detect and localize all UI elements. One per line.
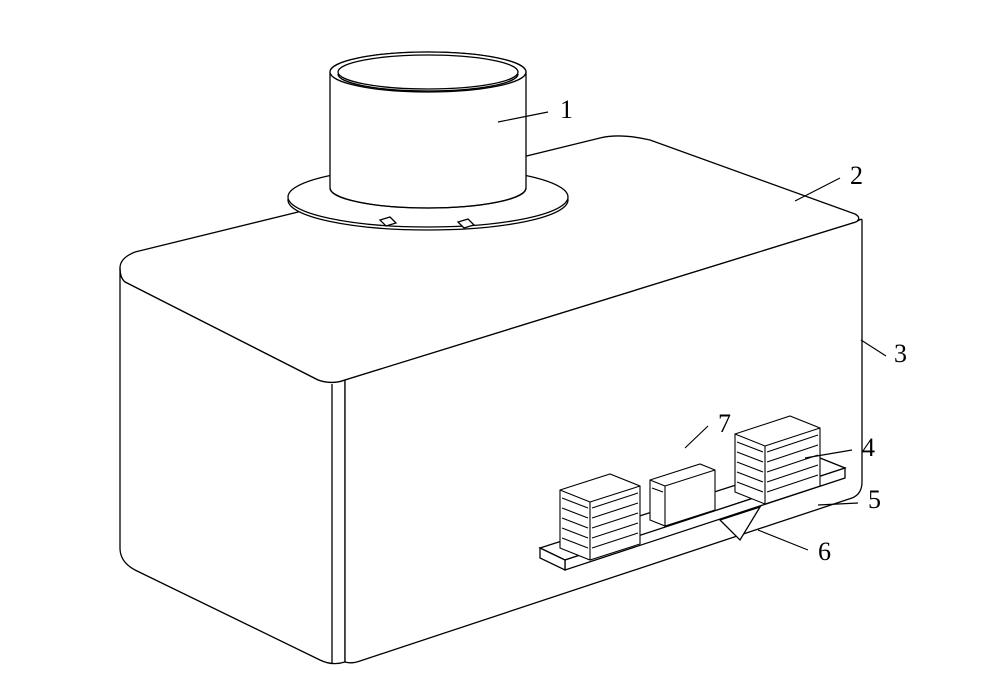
callout-label-7: 7 xyxy=(718,409,731,438)
leader-line-3 xyxy=(861,340,886,356)
callout-label-4: 4 xyxy=(862,433,875,462)
cylinder xyxy=(330,52,526,208)
callout-label-2: 2 xyxy=(850,161,863,190)
callout-label-5: 5 xyxy=(868,485,881,514)
callout-label-3: 3 xyxy=(894,339,907,368)
callout-label-1: 1 xyxy=(560,95,573,124)
leader-line-2 xyxy=(795,178,840,201)
leader-line-6 xyxy=(758,530,808,550)
technical-diagram: 1 2 3 4 5 6 7 xyxy=(0,0,1000,678)
heatsink-left xyxy=(560,474,640,560)
callout-label-6: 6 xyxy=(818,537,831,566)
